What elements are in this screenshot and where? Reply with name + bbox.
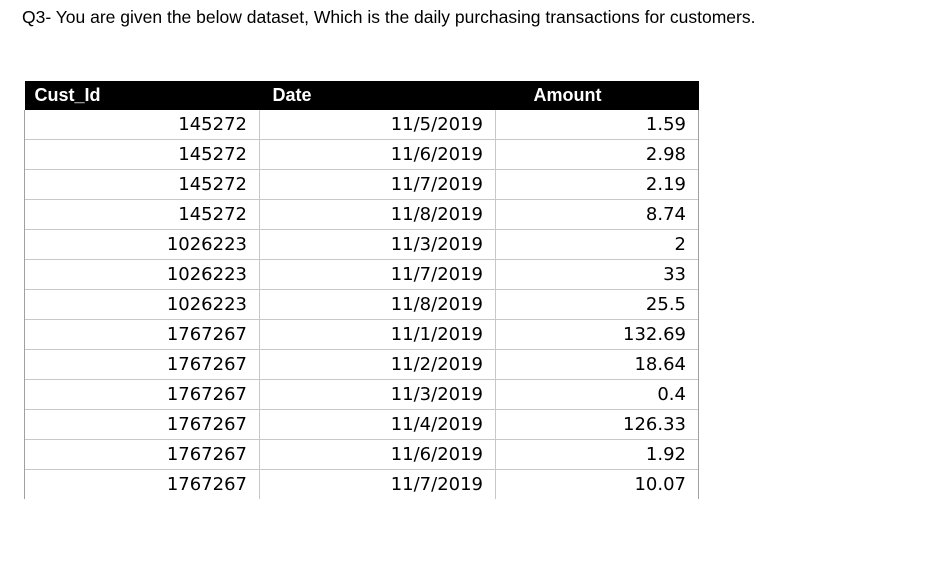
table-row: 1767267 11/6/2019 1.92 [24, 439, 699, 470]
table-row: 1767267 11/2/2019 18.64 [24, 349, 699, 380]
table-row: 145272 11/6/2019 2.98 [24, 139, 699, 170]
table-row: 1026223 11/3/2019 2 [24, 229, 699, 260]
transactions-table: Cust_Id Date Amount 145272 11/5/2019 1.59 … [24, 81, 699, 499]
amount-cell: 132.69 [495, 319, 699, 350]
header-date: Date [259, 81, 496, 110]
table-row: 1767267 11/4/2019 126.33 [24, 409, 699, 440]
date-cell: 11/8/2019 [259, 199, 496, 230]
date-cell: 11/1/2019 [259, 319, 496, 350]
date-cell: 11/7/2019 [259, 169, 496, 200]
table-header-row: Cust_Id Date Amount [24, 81, 699, 110]
date-cell: 11/6/2019 [259, 139, 496, 170]
amount-cell: 126.33 [495, 409, 699, 440]
amount-cell: 2.98 [495, 139, 699, 170]
amount-cell: 25.5 [495, 289, 699, 320]
cust-id-cell: 145272 [24, 110, 260, 140]
question-text: Q3- You are given the below dataset, Whi… [22, 7, 756, 27]
cust-id-cell: 1767267 [24, 379, 260, 410]
table-row: 1026223 11/7/2019 33 [24, 259, 699, 290]
cust-id-cell: 145272 [24, 169, 260, 200]
date-cell: 11/8/2019 [259, 289, 496, 320]
date-cell: 11/2/2019 [259, 349, 496, 380]
table-row: 145272 11/7/2019 2.19 [24, 169, 699, 200]
amount-cell: 8.74 [495, 199, 699, 230]
amount-cell: 1.59 [495, 110, 699, 140]
cust-id-cell: 1767267 [24, 319, 260, 350]
date-cell: 11/4/2019 [259, 409, 496, 440]
amount-cell: 0.4 [495, 379, 699, 410]
date-cell: 11/5/2019 [259, 110, 496, 140]
table-row: 145272 11/8/2019 8.74 [24, 199, 699, 230]
amount-cell: 1.92 [495, 439, 699, 470]
header-cust-id: Cust_Id [24, 81, 260, 110]
amount-cell: 33 [495, 259, 699, 290]
cust-id-cell: 145272 [24, 139, 260, 170]
cust-id-cell: 1767267 [24, 439, 260, 470]
cust-id-cell: 1026223 [24, 289, 260, 320]
date-cell: 11/3/2019 [259, 379, 496, 410]
cust-id-cell: 1026223 [24, 229, 260, 260]
date-cell: 11/3/2019 [259, 229, 496, 260]
table-row: 1767267 11/7/2019 10.07 [24, 469, 699, 499]
date-cell: 11/7/2019 [259, 259, 496, 290]
cust-id-cell: 1026223 [24, 259, 260, 290]
cust-id-cell: 1767267 [24, 409, 260, 440]
date-cell: 11/6/2019 [259, 439, 496, 470]
table-row: 145272 11/5/2019 1.59 [24, 110, 699, 140]
cust-id-cell: 145272 [24, 199, 260, 230]
table-row: 1767267 11/1/2019 132.69 [24, 319, 699, 350]
amount-cell: 2.19 [495, 169, 699, 200]
amount-cell: 2 [495, 229, 699, 260]
table-row: 1026223 11/8/2019 25.5 [24, 289, 699, 320]
date-cell: 11/7/2019 [259, 469, 496, 499]
amount-cell: 10.07 [495, 469, 699, 499]
cust-id-cell: 1767267 [24, 349, 260, 380]
table-row: 1767267 11/3/2019 0.4 [24, 379, 699, 410]
header-amount: Amount [495, 81, 699, 110]
amount-cell: 18.64 [495, 349, 699, 380]
cust-id-cell: 1767267 [24, 469, 260, 499]
